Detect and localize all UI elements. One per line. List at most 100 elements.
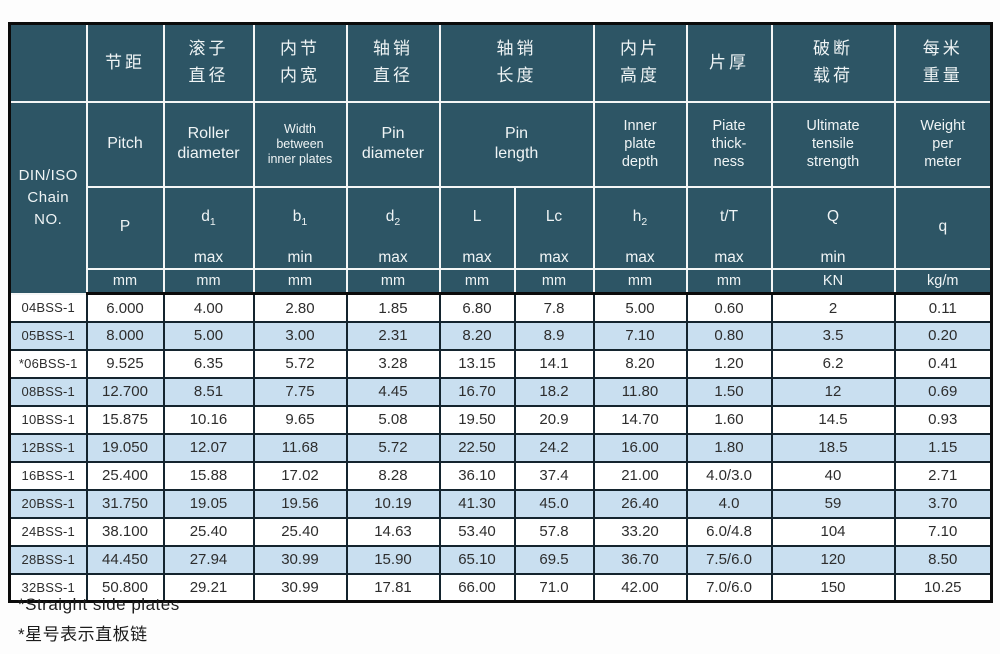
value-cell: 1.60 [685,404,773,435]
value-cell: 11.68 [252,432,348,463]
unit-length-l: mm [438,267,516,296]
value-cell: 1.50 [685,376,773,407]
value-cell: 14.1 [513,348,595,379]
chain-number-cell: *06BSS-1 [8,348,88,379]
value-cell: 3.00 [252,320,348,351]
value-cell: 18.2 [513,376,595,407]
value-cell: 30.99 [252,544,348,575]
roller-chain-spec-table: 节距 滚子 直径 内节 内宽 轴销 直径 轴销 长度 内片 高度 片厚 破断 载… [8,22,993,604]
value-cell: 0.20 [893,320,993,351]
col-roller-en: Roller diameter [162,100,255,188]
value-cell: 41.30 [438,488,516,519]
value-cell: 4.0/3.0 [685,460,773,491]
value-cell: 71.0 [513,572,595,603]
value-cell: 2.80 [252,292,348,323]
value-cell: 13.15 [438,348,516,379]
sym-pitch: P [85,185,165,270]
table-row: 32BSS-1 50.800 29.21 30.99 17.81 66.00 71.0 42.… [8,572,993,603]
value-cell: 26.40 [592,488,688,519]
table-row: 08BSS-1 12.700 8.51 7.75 4.45 16.70 18.2 11.80 1… [8,376,993,407]
chain-number-cell: 16BSS-1 [8,460,88,491]
value-cell: 44.450 [85,544,165,575]
table-row: 16BSS-1 25.400 15.88 17.02 8.28 36.10 37.4 21.0… [8,460,993,491]
row-header-chain-no: DIN/ISO Chain NO. [8,100,88,295]
col-pin-length-cn: 轴销 长度 [438,22,595,103]
unit-plate-depth: mm [592,267,688,296]
value-cell: 25.40 [252,516,348,547]
value-cell: 22.50 [438,432,516,463]
value-cell: 8.20 [592,348,688,379]
value-cell: 3.70 [893,488,993,519]
value-cell: 0.93 [893,404,993,435]
chain-number-cell: 04BSS-1 [8,292,88,323]
value-cell: 10.16 [162,404,255,435]
sym-thickness: t/T max [685,185,773,270]
chain-number-cell: 24BSS-1 [8,516,88,547]
chain-number-cell: 32BSS-1 [8,572,88,603]
value-cell: 45.0 [513,488,595,519]
value-cell: 21.00 [592,460,688,491]
value-cell: 19.50 [438,404,516,435]
value-cell: 29.21 [162,572,255,603]
value-cell: 0.60 [685,292,773,323]
footnote-english: *Straight side plates [18,595,180,614]
value-cell: 7.8 [513,292,595,323]
col-plate-depth-en: Inner plate depth [592,100,688,188]
value-cell: 3.28 [345,348,441,379]
value-cell: 7.10 [592,320,688,351]
table-row: 10BSS-1 15.875 10.16 9.65 5.08 19.50 20.9 14.70… [8,404,993,435]
value-cell: 69.5 [513,544,595,575]
value-cell: 17.02 [252,460,348,491]
value-cell: 25.400 [85,460,165,491]
unit-width: mm [252,267,348,296]
sym-roller: d1 max [162,185,255,270]
table-row: 12BSS-1 19.050 12.07 11.68 5.72 22.50 24.2 16.0… [8,432,993,463]
value-cell: 16.00 [592,432,688,463]
unit-weight: kg/m [893,267,993,296]
sym-weight: q [893,185,993,270]
value-cell: 0.69 [893,376,993,407]
value-cell: 20.9 [513,404,595,435]
value-cell: 50.800 [85,572,165,603]
table-row: 20BSS-1 31.750 19.05 19.56 10.19 41.30 45.0 26.… [8,488,993,519]
value-cell: 33.20 [592,516,688,547]
value-cell: 66.00 [438,572,516,603]
sym-width: b1 min [252,185,348,270]
sym-pin-diameter: d2 max [345,185,441,270]
value-cell: 8.51 [162,376,255,407]
value-cell: 9.525 [85,348,165,379]
value-cell: 104 [770,516,896,547]
value-cell: 38.100 [85,516,165,547]
footnotes: *Straight side plates *星号表示直板链 [18,590,180,650]
table-row: *06BSS-1 9.525 6.35 5.72 3.28 13.15 14.1 8.20 1.… [8,348,993,379]
table-row: 28BSS-1 44.450 27.94 30.99 15.90 65.10 69.5 36.… [8,544,993,575]
value-cell: 3.5 [770,320,896,351]
value-cell: 9.65 [252,404,348,435]
value-cell: 15.875 [85,404,165,435]
table-header: 节距 滚子 直径 内节 内宽 轴销 直径 轴销 长度 内片 高度 片厚 破断 载… [8,22,993,296]
value-cell: 5.00 [592,292,688,323]
value-cell: 2 [770,292,896,323]
value-cell: 1.15 [893,432,993,463]
unit-tensile: KN [770,267,896,296]
value-cell: 6.2 [770,348,896,379]
col-weight-en: Weight per meter [893,100,993,188]
col-thickness-cn: 片厚 [685,22,773,103]
unit-length-lc: mm [513,267,595,296]
value-cell: 14.5 [770,404,896,435]
value-cell: 6.000 [85,292,165,323]
unit-roller: mm [162,267,255,296]
value-cell: 8.20 [438,320,516,351]
header-row-units: mm mm mm mm mm mm mm mm KN kg/m [10,267,993,296]
value-cell: 40 [770,460,896,491]
table-body: 04BSS-1 6.000 4.00 2.80 1.85 6.80 7.8 5.00 0.60 2… [8,292,993,603]
value-cell: 37.4 [513,460,595,491]
value-cell: 59 [770,488,896,519]
value-cell: 36.70 [592,544,688,575]
value-cell: 24.2 [513,432,595,463]
value-cell: 150 [770,572,896,603]
value-cell: 5.08 [345,404,441,435]
chain-number-cell: 05BSS-1 [8,320,88,351]
value-cell: 36.10 [438,460,516,491]
col-pin-diameter-cn: 轴销 直径 [345,22,441,103]
